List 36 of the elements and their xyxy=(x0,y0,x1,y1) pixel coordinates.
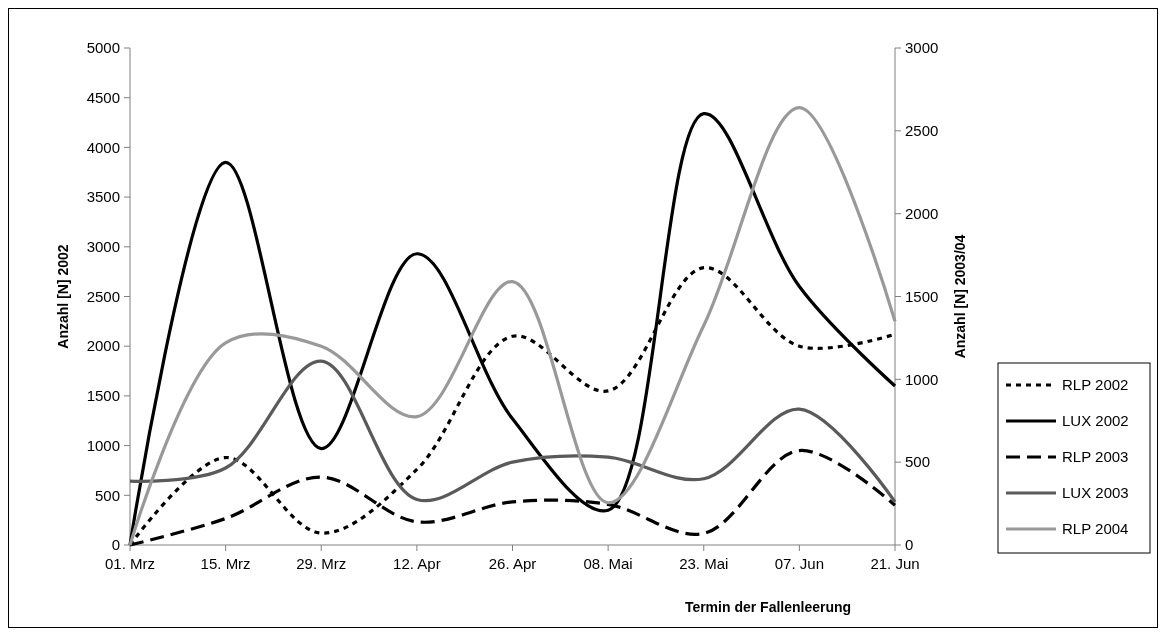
y2-axis-title: Anzahl [N] 2003/04 xyxy=(952,234,968,359)
y-tick-label: 5000 xyxy=(86,39,120,57)
legend-label: RLP 2003 xyxy=(1062,448,1129,466)
legend-label: RLP 2002 xyxy=(1062,376,1129,394)
x-tick-label: 07. Jun xyxy=(774,555,824,572)
x-tick-label: 01. Mrz xyxy=(104,555,156,572)
legend-label: RLP 2004 xyxy=(1062,520,1129,538)
y2-tick-label: 2000 xyxy=(905,204,939,222)
x-tick-label: 08. Mai xyxy=(583,555,633,572)
y-axis-title: Anzahl [N] 2002 xyxy=(55,244,71,349)
y-tick-label: 1500 xyxy=(86,387,120,405)
x-tick-label: 23. Mai xyxy=(679,555,729,572)
y-tick-label: 0 xyxy=(111,536,120,554)
x-axis-title: Termin der Fallenleerung xyxy=(684,599,852,615)
x-tick-label: 29. Mrz xyxy=(296,555,347,572)
x-tick-label: 12. Apr xyxy=(393,555,441,572)
y-tick-label: 2000 xyxy=(86,337,120,355)
x-tick-label: 21. Jun xyxy=(870,555,920,572)
y2-tick-label: 2500 xyxy=(905,122,939,140)
y2-tick-label: 0 xyxy=(905,536,914,554)
y-tick-label: 3000 xyxy=(86,238,120,256)
y-tick-label: 4500 xyxy=(86,88,120,106)
x-tick-label: 26. Apr xyxy=(488,555,537,572)
y2-tick-label: 500 xyxy=(905,453,931,471)
y-tick-label: 500 xyxy=(94,486,120,504)
legend-label: LUX 2002 xyxy=(1062,412,1129,430)
y2-tick-label: 3000 xyxy=(905,39,939,57)
y-tick-label: 2500 xyxy=(86,287,120,305)
y2-tick-label: 1000 xyxy=(905,370,939,388)
legend-label: LUX 2003 xyxy=(1062,484,1129,502)
x-tick-label: 15. Mrz xyxy=(200,555,251,572)
y2-tick-label: 1500 xyxy=(905,287,939,305)
y-tick-label: 1000 xyxy=(86,436,120,454)
y-tick-label: 3500 xyxy=(86,188,120,206)
y-tick-label: 4000 xyxy=(86,138,120,156)
line-series xyxy=(128,359,897,504)
